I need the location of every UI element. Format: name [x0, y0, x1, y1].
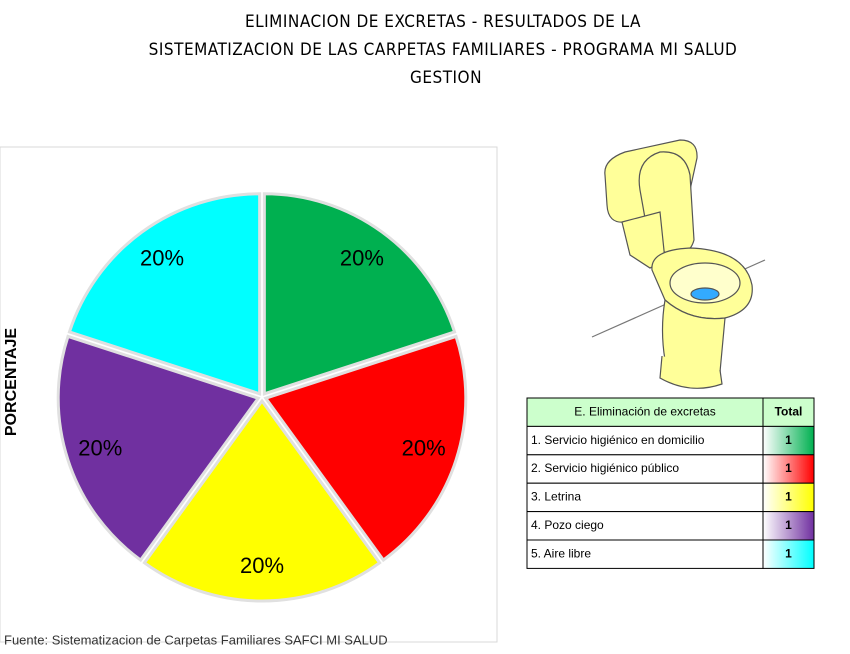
pie-slice	[262, 192, 457, 396]
table-cell: 1	[785, 546, 792, 560]
data-table: E. Eliminación de excretas Total 1. Servic…	[526, 397, 815, 569]
chart-title: SISTEMATIZACION DE LAS CARPETAS FAMILIAR…	[149, 40, 738, 60]
table-row	[526, 425, 764, 456]
data-label: 20%	[78, 435, 122, 460]
source-note: Fuente: Sistematizacion de Carpetas Fami…	[4, 632, 388, 647]
table-cell: 1. Servicio higiénico en domicilio	[531, 433, 705, 447]
table-total-cell	[762, 511, 815, 541]
data-label: 20%	[340, 245, 384, 270]
table-total-cell	[762, 482, 815, 513]
table-cell: 5. Aire libre	[531, 546, 591, 560]
data-label: 20%	[140, 245, 184, 270]
chart-title: ELIMINACION DE EXCRETAS - RESULTADOS DE …	[245, 12, 641, 32]
pie-slice	[56, 334, 261, 563]
table-cell: 4. Pozo ciego	[531, 518, 604, 532]
table-cell: 1	[785, 433, 792, 447]
pie-slice	[263, 334, 468, 563]
table-cell: 1	[785, 518, 792, 532]
pie-slice	[142, 398, 382, 603]
table-cell: 3. Letrina	[531, 490, 581, 504]
table-row	[526, 539, 764, 569]
table-cell: 1	[785, 461, 792, 475]
chart-title: GESTION	[410, 68, 482, 88]
table-total-cell	[762, 425, 815, 456]
table-header-cell: Total	[775, 404, 803, 418]
y-axis-label: PORCENTAJE	[3, 328, 20, 436]
table-row	[526, 482, 764, 513]
table-header-cell: E. Eliminación de excretas	[574, 404, 715, 418]
table-total-cell	[762, 539, 815, 569]
pie-slice	[67, 192, 262, 396]
data-label: 20%	[240, 553, 284, 578]
pie: 20% 20% 20% 20% 20%	[56, 192, 468, 603]
table-cell: 2. Servicio higiénico público	[531, 461, 679, 475]
table-header	[526, 397, 815, 427]
toilet-illustration	[591, 139, 766, 389]
table-row	[526, 454, 764, 484]
table-cell: 1	[785, 490, 792, 504]
table-total-cell	[762, 454, 815, 484]
data-label: 20%	[402, 435, 446, 460]
table-row	[526, 511, 764, 541]
